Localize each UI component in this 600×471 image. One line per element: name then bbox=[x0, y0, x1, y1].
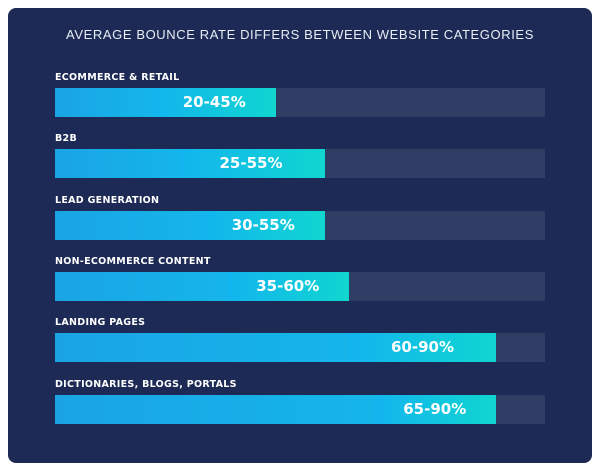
bar-track: 65-90% bbox=[55, 395, 545, 424]
bar-range-segment bbox=[153, 88, 276, 117]
range-value-label: 65-90% bbox=[403, 400, 467, 418]
bar-low-segment bbox=[55, 211, 202, 240]
bar-range-segment bbox=[226, 272, 349, 301]
range-value-label: 25-55% bbox=[219, 154, 283, 172]
range-value-label: 60-90% bbox=[390, 338, 454, 356]
bar-range-segment bbox=[373, 395, 496, 424]
bar-range-segment bbox=[202, 211, 325, 240]
bar-low-segment bbox=[55, 272, 227, 301]
chart-title: AVERAGE BOUNCE RATE DIFFERS BETWEEN WEBS… bbox=[66, 27, 534, 42]
bar-track: 30-55% bbox=[55, 211, 545, 240]
bar-track: 20-45% bbox=[55, 88, 545, 117]
range-value-label: 30-55% bbox=[231, 216, 295, 234]
bar-low-segment bbox=[55, 149, 178, 178]
bar-low-segment bbox=[55, 333, 349, 362]
category-label: DICTIONARIES, BLOGS, PORTALS bbox=[55, 379, 237, 390]
range-value-label: 35-60% bbox=[256, 277, 320, 295]
bar-track: 25-55% bbox=[55, 149, 545, 178]
bar-low-segment bbox=[55, 395, 374, 424]
category-label: LANDING PAGES bbox=[55, 317, 146, 328]
bar-low-segment bbox=[55, 88, 153, 117]
range-value-label: 20-45% bbox=[182, 93, 246, 111]
category-label: ECOMMERCE & RETAIL bbox=[55, 72, 180, 83]
category-label: B2B bbox=[55, 133, 77, 144]
bar-range-segment bbox=[349, 333, 496, 362]
bar-track: 60-90% bbox=[55, 333, 545, 362]
category-label: NON-ECOMMERCE CONTENT bbox=[55, 256, 211, 267]
category-label: LEAD GENERATION bbox=[55, 195, 160, 206]
bar-track: 35-60% bbox=[55, 272, 545, 301]
bar-range-segment bbox=[177, 149, 325, 178]
